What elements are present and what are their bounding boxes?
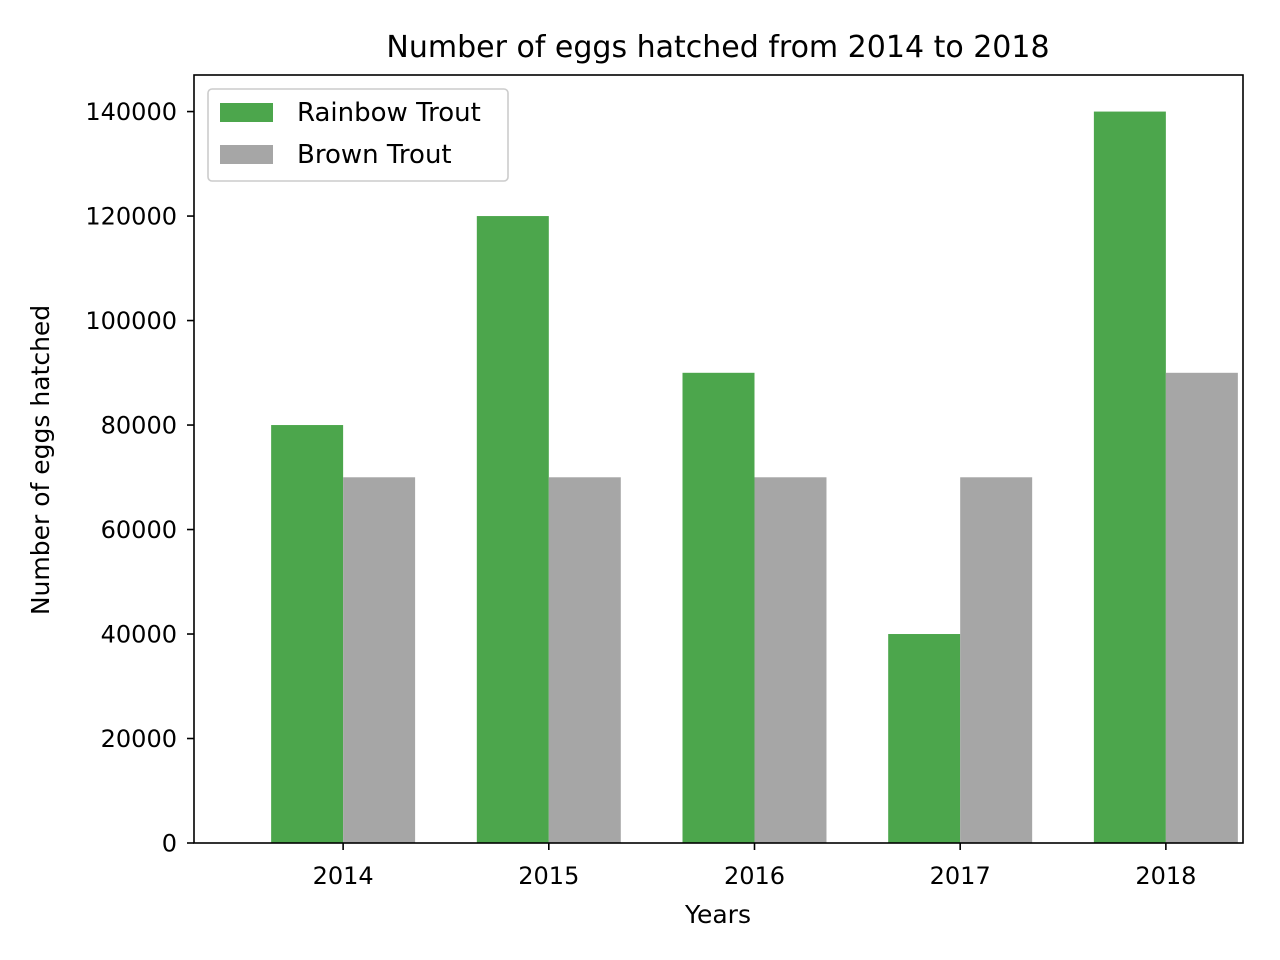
legend-label: Brown Trout: [297, 140, 452, 170]
y-tick-label: 0: [162, 830, 177, 858]
y-axis: 0 20000 40000 60000 80000 100000 120000 140000: [85, 98, 194, 858]
y-tick-label: 40000: [101, 621, 177, 649]
legend-label: Rainbow Trout: [297, 98, 481, 128]
bar-brown-trout-2016: [754, 477, 827, 843]
y-tick-label: 140000: [85, 98, 177, 126]
bar-rainbow-trout-2015: [476, 216, 549, 843]
x-tick-label: 2015: [518, 862, 579, 890]
bar-rainbow-trout-2014: [271, 425, 344, 843]
bar-brown-trout-2015: [548, 477, 621, 843]
x-tick-label: 2016: [724, 862, 785, 890]
bar-rainbow-trout-2017: [888, 634, 961, 843]
y-axis-label: Number of eggs hatched: [26, 305, 55, 615]
x-axis-label: Years: [684, 900, 751, 929]
legend: Rainbow Trout Brown Trout: [207, 88, 509, 182]
bar-rainbow-trout-2016: [682, 372, 755, 843]
legend-swatch: [220, 103, 273, 122]
legend-swatch: [220, 145, 273, 164]
legend-box: [207, 88, 509, 182]
y-tick-label: 100000: [85, 307, 177, 335]
x-tick-label: 2018: [1135, 862, 1196, 890]
x-axis: 2014 2015 2016 2017 2018: [313, 843, 1196, 890]
bar-brown-trout-2014: [343, 477, 416, 843]
bar-rainbow-trout-2018: [1093, 111, 1166, 844]
bar-brown-trout-2017: [960, 477, 1033, 843]
y-tick-label: 80000: [101, 412, 177, 440]
bar-brown-trout-2018: [1165, 372, 1238, 843]
x-tick-label: 2014: [313, 862, 374, 890]
bars-layer: [271, 111, 1238, 844]
y-tick-label: 60000: [101, 516, 177, 544]
chart-title: Number of eggs hatched from 2014 to 2018: [386, 30, 1049, 65]
plot-frame: [193, 74, 1244, 844]
y-tick-label: 20000: [101, 725, 177, 753]
x-tick-label: 2017: [930, 862, 991, 890]
y-tick-label: 120000: [85, 203, 177, 231]
